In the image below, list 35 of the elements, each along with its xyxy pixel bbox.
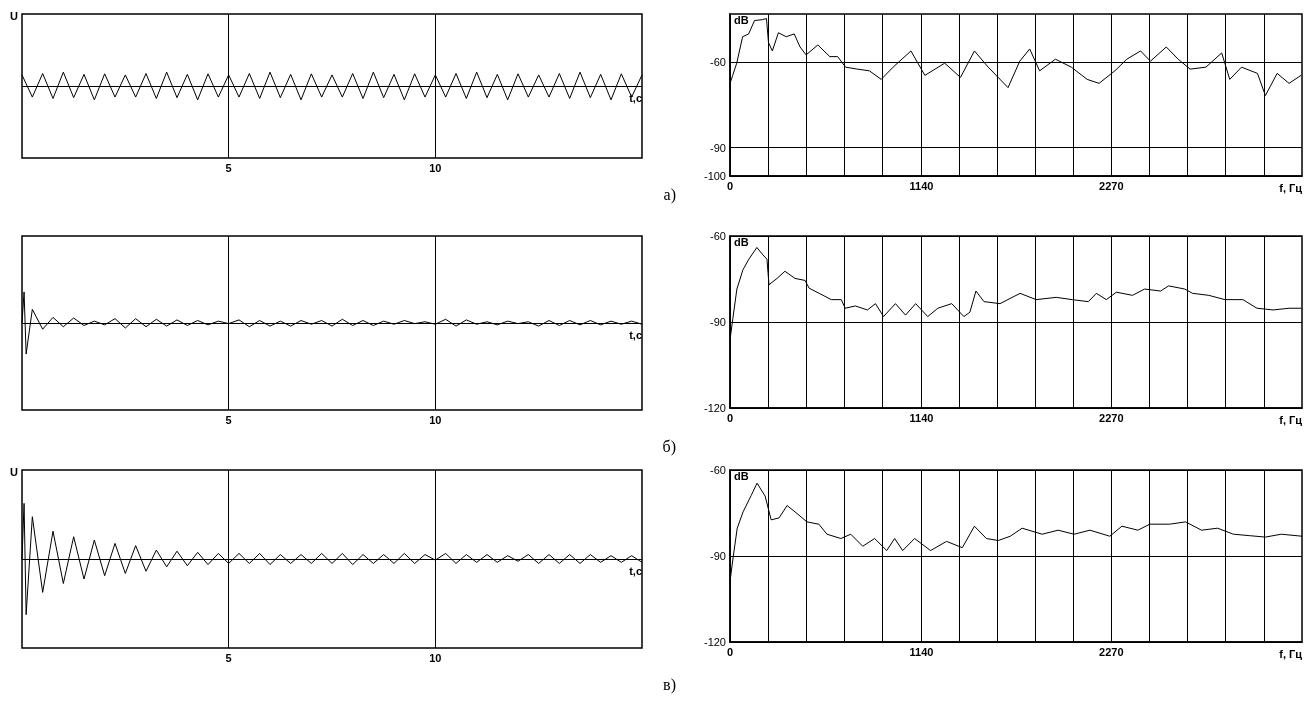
- y-tick-label: -90: [710, 316, 726, 328]
- x-tick-label: 0: [726, 645, 734, 658]
- x-tick-label: 10: [429, 161, 442, 174]
- y-tick-label: -60: [710, 230, 726, 242]
- x-tick-label: 1140: [909, 645, 934, 658]
- y-axis-title: U: [10, 465, 18, 478]
- y-axis-title: dB: [734, 13, 749, 26]
- y-axis-title: dB: [734, 469, 749, 482]
- x-tick-label: 5: [225, 161, 232, 174]
- x-tick-label: 5: [225, 413, 232, 426]
- y-tick-label: -120: [703, 402, 726, 414]
- x-tick-label: 0: [726, 179, 734, 192]
- x-axis-title: f, Гц: [1279, 413, 1303, 426]
- x-tick-label: 5: [225, 651, 232, 664]
- y-tick-label: -90: [710, 550, 726, 562]
- x-tick-label: 2270: [1099, 411, 1124, 424]
- text: б): [662, 437, 676, 456]
- x-tick-label: 10: [429, 651, 442, 664]
- y-axis-title: U: [10, 9, 18, 22]
- x-tick-label: 0: [726, 411, 734, 424]
- y-tick-label: -120: [703, 636, 726, 648]
- x-tick-label: 1140: [909, 411, 934, 424]
- x-tick-label: 10: [429, 413, 442, 426]
- x-tick-label: 2270: [1099, 645, 1124, 658]
- x-axis-title: f, Гц: [1279, 647, 1303, 660]
- y-tick-label: -60: [710, 464, 726, 476]
- x-tick-label: 2270: [1099, 179, 1124, 192]
- text: в): [663, 675, 677, 694]
- x-tick-label: 1140: [909, 179, 934, 192]
- y-tick-label: -90: [710, 141, 726, 154]
- text: а): [663, 185, 677, 204]
- y-tick-label: -100: [703, 170, 726, 182]
- y-tick-label: -60: [710, 56, 726, 69]
- x-axis-title: f, Гц: [1279, 181, 1303, 194]
- y-axis-title: dB: [734, 235, 749, 248]
